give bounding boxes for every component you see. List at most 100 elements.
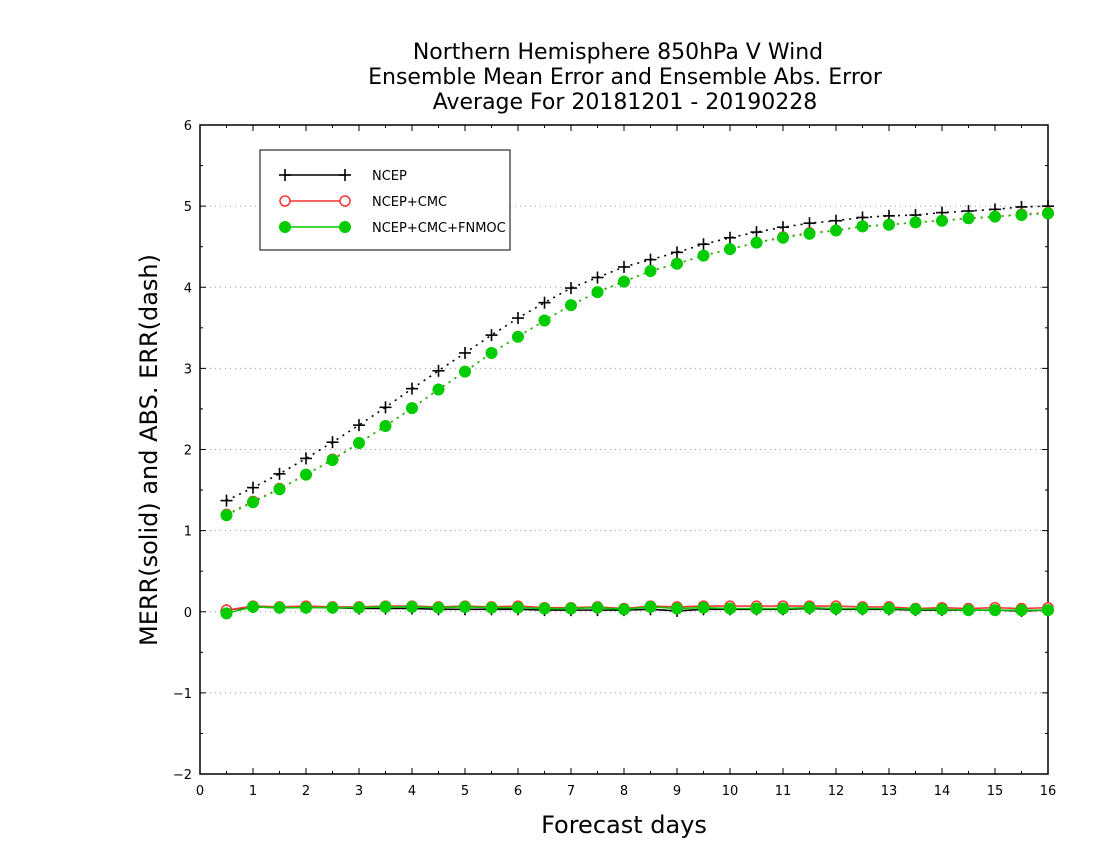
merr-point bbox=[618, 603, 630, 616]
merr-point bbox=[432, 601, 445, 614]
x-tick-label: 1 bbox=[249, 784, 257, 799]
abs-err-point bbox=[591, 286, 604, 299]
legend-marker-right bbox=[339, 195, 351, 207]
legend-marker-left bbox=[279, 221, 291, 233]
abs-err-point bbox=[803, 227, 816, 240]
x-tick-label: 13 bbox=[881, 784, 898, 799]
abs-err-point bbox=[353, 437, 365, 450]
abs-err-point bbox=[936, 214, 948, 227]
legend-label: NCEP+CMC bbox=[372, 195, 447, 210]
legend-label: NCEP+CMC+FNMOC bbox=[372, 221, 506, 236]
y-tick-label: 4 bbox=[184, 281, 192, 296]
abs-err-point bbox=[512, 312, 524, 325]
abs-err-point bbox=[830, 224, 842, 237]
abs-err-point bbox=[247, 496, 259, 509]
abs-err-point bbox=[671, 257, 683, 270]
legend-marker-right bbox=[339, 169, 351, 181]
abs-err-point bbox=[883, 218, 895, 231]
abs-err-point bbox=[379, 419, 392, 432]
merr-point bbox=[353, 601, 365, 614]
abs-err-point bbox=[326, 454, 339, 467]
x-tick-label: 0 bbox=[196, 784, 204, 799]
x-tick-label: 10 bbox=[722, 784, 739, 799]
abs-err-line bbox=[226, 212, 1049, 516]
abs-err-point bbox=[724, 231, 736, 244]
series-ncep-cmc bbox=[220, 206, 1054, 616]
title-line-1: Northern Hemisphere 850hPa V Wind bbox=[413, 40, 823, 65]
x-tick-label: 8 bbox=[620, 784, 628, 799]
abs-err-point bbox=[697, 238, 710, 251]
x-tick-label: 2 bbox=[302, 784, 310, 799]
abs-err-point bbox=[485, 346, 498, 359]
abs-err-point bbox=[300, 452, 312, 465]
x-tick-label: 15 bbox=[987, 784, 1004, 799]
abs-err-point bbox=[247, 481, 259, 494]
x-tick-label: 14 bbox=[934, 784, 951, 799]
abs-err-point bbox=[353, 419, 365, 432]
merr-point bbox=[777, 602, 789, 615]
series-layer bbox=[220, 200, 1054, 620]
abs-err-point bbox=[273, 483, 286, 496]
abs-err-point bbox=[671, 246, 683, 259]
abs-err-point bbox=[273, 467, 286, 480]
merr-point bbox=[379, 600, 392, 613]
y-tick-label: 6 bbox=[184, 119, 192, 134]
merr-point bbox=[273, 601, 286, 614]
abs-err-point bbox=[538, 296, 551, 309]
merr-point bbox=[962, 604, 975, 617]
x-tick-label: 7 bbox=[567, 784, 575, 799]
title-line-2: Ensemble Mean Error and Ensemble Abs. Er… bbox=[368, 65, 883, 90]
merr-point bbox=[909, 603, 922, 616]
x-tick-label: 11 bbox=[775, 784, 792, 799]
merr-point bbox=[591, 601, 604, 614]
abs-err-point bbox=[300, 468, 312, 481]
series-ncep-cmc-fnmoc bbox=[220, 207, 1054, 620]
series-ncep bbox=[220, 200, 1054, 617]
y-tick-label: −2 bbox=[173, 768, 192, 783]
merr-point bbox=[459, 600, 471, 613]
merr-point bbox=[989, 604, 1001, 617]
abs-err-point bbox=[406, 382, 418, 395]
abs-err-point bbox=[750, 236, 763, 249]
legend-marker-left bbox=[279, 169, 291, 181]
y-tick-label: −1 bbox=[173, 687, 192, 702]
merr-point bbox=[750, 602, 763, 615]
merr-point bbox=[1015, 604, 1028, 617]
abs-err-point bbox=[644, 265, 657, 278]
y-tick-label: 2 bbox=[184, 444, 192, 459]
legend-entry: NCEP bbox=[279, 169, 407, 184]
chart-title: Northern Hemisphere 850hPa V Wind Ensemb… bbox=[368, 40, 883, 115]
x-tick-label: 9 bbox=[673, 784, 681, 799]
y-tick-label: 5 bbox=[184, 200, 192, 215]
x-tick-label: 12 bbox=[828, 784, 845, 799]
x-axis-label: Forecast days bbox=[541, 811, 707, 839]
abs-err-point bbox=[538, 314, 551, 327]
abs-err-point bbox=[220, 494, 233, 507]
merr-point bbox=[856, 602, 869, 615]
legend-label: NCEP bbox=[372, 169, 407, 184]
abs-err-point bbox=[406, 402, 418, 415]
abs-err-point bbox=[565, 282, 577, 295]
merr-point bbox=[803, 601, 816, 614]
y-axis-label: MERR(solid) and ABS. ERR(dash) bbox=[135, 254, 163, 646]
merr-point bbox=[406, 600, 418, 613]
abs-err-point bbox=[591, 271, 604, 284]
legend-marker-left bbox=[279, 195, 291, 207]
abs-err-point bbox=[379, 401, 392, 414]
abs-err-point bbox=[485, 329, 498, 342]
abs-err-point bbox=[432, 364, 445, 377]
x-tick-label: 4 bbox=[408, 784, 416, 799]
abs-err-point bbox=[962, 212, 975, 225]
x-tick-label: 3 bbox=[355, 784, 363, 799]
legend-entry: NCEP+CMC+FNMOC bbox=[279, 221, 506, 236]
legend-entry: NCEP+CMC bbox=[279, 195, 447, 210]
merr-point bbox=[697, 601, 710, 614]
abs-err-point bbox=[989, 210, 1001, 223]
abs-err-point bbox=[512, 330, 524, 343]
merr-point bbox=[485, 601, 498, 614]
abs-err-point bbox=[618, 275, 630, 288]
legend: NCEP NCEP+CMC NCEP+CMC+FNMOC bbox=[259, 149, 511, 251]
y-tick-label: 1 bbox=[184, 525, 192, 540]
abs-err-point bbox=[1015, 209, 1028, 222]
